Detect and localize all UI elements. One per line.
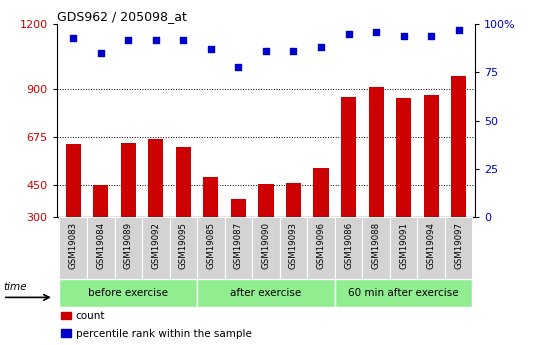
Bar xyxy=(368,88,383,217)
Text: GSM19091: GSM19091 xyxy=(399,222,408,269)
Bar xyxy=(341,97,356,217)
Bar xyxy=(451,76,466,217)
Bar xyxy=(231,199,246,217)
Text: GSM19097: GSM19097 xyxy=(454,222,463,269)
Bar xyxy=(445,217,472,279)
Text: GSM19090: GSM19090 xyxy=(261,222,271,269)
Bar xyxy=(286,183,301,217)
Text: GSM19086: GSM19086 xyxy=(344,222,353,269)
Text: GSM19096: GSM19096 xyxy=(316,222,326,269)
Point xyxy=(152,37,160,42)
Point xyxy=(454,27,463,33)
Bar xyxy=(142,217,170,279)
Point xyxy=(261,48,270,54)
Bar xyxy=(114,217,142,279)
Bar xyxy=(252,217,280,279)
Text: GSM19095: GSM19095 xyxy=(179,222,188,269)
Point xyxy=(427,33,435,39)
Bar xyxy=(93,185,109,217)
Text: GSM19093: GSM19093 xyxy=(289,222,298,269)
Bar xyxy=(390,217,417,279)
Bar xyxy=(170,217,197,279)
Bar xyxy=(225,217,252,279)
Bar xyxy=(258,184,274,217)
Point xyxy=(124,37,133,42)
Text: GSM19089: GSM19089 xyxy=(124,222,133,269)
Bar xyxy=(121,142,136,217)
Text: time: time xyxy=(3,282,26,292)
Bar xyxy=(280,217,307,279)
Point xyxy=(234,64,243,69)
Text: before exercise: before exercise xyxy=(88,288,168,298)
Bar xyxy=(423,95,438,217)
Bar xyxy=(66,144,81,217)
Point xyxy=(207,47,215,52)
Text: GSM19087: GSM19087 xyxy=(234,222,243,269)
Text: GSM19085: GSM19085 xyxy=(206,222,215,269)
Text: GSM19088: GSM19088 xyxy=(372,222,381,269)
Bar xyxy=(335,217,362,279)
Bar xyxy=(396,98,411,217)
Text: 60 min after exercise: 60 min after exercise xyxy=(348,288,459,298)
Text: count: count xyxy=(76,311,105,321)
Text: GSM19094: GSM19094 xyxy=(427,222,436,269)
Bar xyxy=(148,139,164,217)
Point xyxy=(372,29,380,34)
Point xyxy=(69,35,78,40)
Bar xyxy=(204,177,219,217)
Bar xyxy=(59,279,197,307)
Text: after exercise: after exercise xyxy=(231,288,301,298)
Bar xyxy=(313,168,328,217)
Bar xyxy=(197,279,335,307)
Point xyxy=(344,31,353,37)
Bar xyxy=(61,312,71,319)
Point xyxy=(179,37,188,42)
Point xyxy=(289,48,298,54)
Bar xyxy=(197,217,225,279)
Bar xyxy=(61,329,71,337)
Text: GSM19084: GSM19084 xyxy=(96,222,105,269)
Text: GDS962 / 205098_at: GDS962 / 205098_at xyxy=(57,10,187,23)
Text: GSM19083: GSM19083 xyxy=(69,222,78,269)
Bar xyxy=(59,217,87,279)
Bar xyxy=(307,217,335,279)
Bar xyxy=(417,217,445,279)
Bar xyxy=(176,147,191,217)
Point xyxy=(97,50,105,56)
Point xyxy=(399,33,408,39)
Point xyxy=(316,45,325,50)
Bar xyxy=(87,217,114,279)
Text: GSM19092: GSM19092 xyxy=(151,222,160,269)
Bar xyxy=(362,217,390,279)
Bar xyxy=(335,279,472,307)
Text: percentile rank within the sample: percentile rank within the sample xyxy=(76,329,252,338)
